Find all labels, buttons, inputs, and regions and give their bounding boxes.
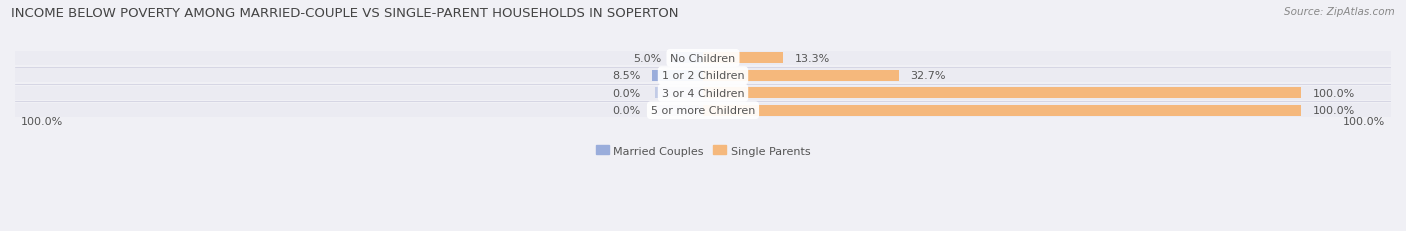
Bar (15, 69, 1391, 83)
Text: 100.0%: 100.0% (1343, 116, 1385, 127)
Bar (655, 88, 703, 99)
Text: 3 or 4 Children: 3 or 4 Children (662, 88, 744, 98)
Text: 32.7%: 32.7% (911, 71, 946, 81)
Text: 0.0%: 0.0% (612, 88, 640, 98)
Legend: Married Couples, Single Parents: Married Couples, Single Parents (592, 141, 814, 160)
Bar (652, 71, 703, 81)
Text: 0.0%: 0.0% (612, 106, 640, 116)
Bar (703, 88, 1302, 99)
Bar (703, 53, 783, 64)
Bar (15, 86, 1391, 100)
Text: 13.3%: 13.3% (794, 54, 830, 64)
Text: 100.0%: 100.0% (1313, 106, 1355, 116)
Text: INCOME BELOW POVERTY AMONG MARRIED-COUPLE VS SINGLE-PARENT HOUSEHOLDS IN SOPERTO: INCOME BELOW POVERTY AMONG MARRIED-COUPL… (11, 7, 679, 20)
Text: 8.5%: 8.5% (612, 71, 640, 81)
Text: 100.0%: 100.0% (21, 116, 63, 127)
Bar (15, 103, 1391, 118)
Text: 1 or 2 Children: 1 or 2 Children (662, 71, 744, 81)
Bar (655, 105, 703, 116)
Bar (15, 52, 1391, 66)
Text: 5.0%: 5.0% (633, 54, 661, 64)
Text: 5 or more Children: 5 or more Children (651, 106, 755, 116)
Bar (673, 53, 703, 64)
Text: 100.0%: 100.0% (1313, 88, 1355, 98)
Text: Source: ZipAtlas.com: Source: ZipAtlas.com (1284, 7, 1395, 17)
Bar (703, 105, 1302, 116)
Text: No Children: No Children (671, 54, 735, 64)
Bar (703, 71, 898, 81)
